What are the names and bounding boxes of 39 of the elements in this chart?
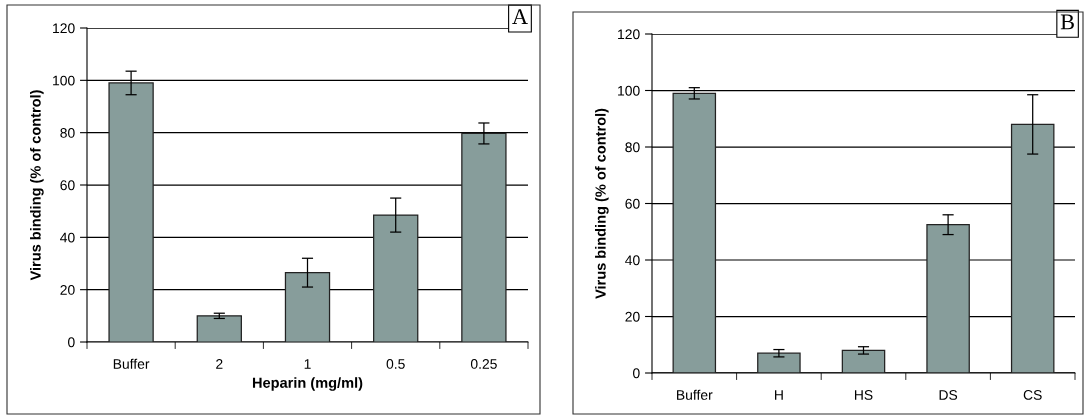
y-tick-label: 120 bbox=[53, 23, 75, 34]
y-tick-label: 60 bbox=[60, 180, 75, 191]
x-tick-label: 2 bbox=[216, 359, 223, 369]
y-tick-label: 40 bbox=[60, 232, 75, 243]
y-axis-title: Virus binding (% of control) bbox=[595, 108, 609, 299]
bar bbox=[196, 315, 242, 342]
y-tick-label: 60 bbox=[625, 198, 640, 209]
text: A bbox=[512, 9, 528, 24]
x-tick-label: H bbox=[775, 390, 783, 400]
y-tick-label: 20 bbox=[625, 311, 640, 322]
bar bbox=[926, 224, 970, 373]
y-axis-title: Virus binding (% of control) bbox=[30, 90, 44, 281]
x-tick-label: Buffer bbox=[113, 358, 150, 369]
x-tick-label: 1 bbox=[304, 359, 311, 369]
bar bbox=[284, 272, 331, 342]
x-tick-label: 0.5 bbox=[386, 359, 405, 369]
y-tick-label: 100 bbox=[53, 75, 75, 86]
bar bbox=[841, 349, 886, 373]
bar bbox=[1010, 123, 1055, 373]
y-tick-label: 100 bbox=[618, 85, 640, 96]
y-tick-label: 0 bbox=[68, 337, 75, 348]
bar bbox=[461, 132, 507, 342]
y-tick-label: 40 bbox=[625, 255, 640, 266]
y-tick-label: 0 bbox=[633, 368, 640, 379]
y-tick-label: 120 bbox=[618, 29, 640, 40]
x-axis-title: Heparin (mg/ml) bbox=[252, 377, 363, 391]
bar bbox=[373, 214, 419, 342]
x-tick-label: Buffer bbox=[677, 389, 713, 400]
bar bbox=[672, 92, 717, 373]
x-tick-label: DS bbox=[939, 390, 958, 400]
bar bbox=[757, 352, 801, 373]
y-tick-label: 20 bbox=[60, 285, 75, 295]
y-tick-label: 80 bbox=[60, 128, 75, 138]
text: B bbox=[1060, 14, 1074, 30]
x-tick-label: 0.25 bbox=[470, 359, 497, 369]
y-tick-label: 80 bbox=[625, 142, 640, 153]
x-tick-label: HS bbox=[854, 390, 873, 400]
x-tick-label: CS bbox=[1023, 390, 1042, 400]
bar bbox=[108, 82, 154, 342]
